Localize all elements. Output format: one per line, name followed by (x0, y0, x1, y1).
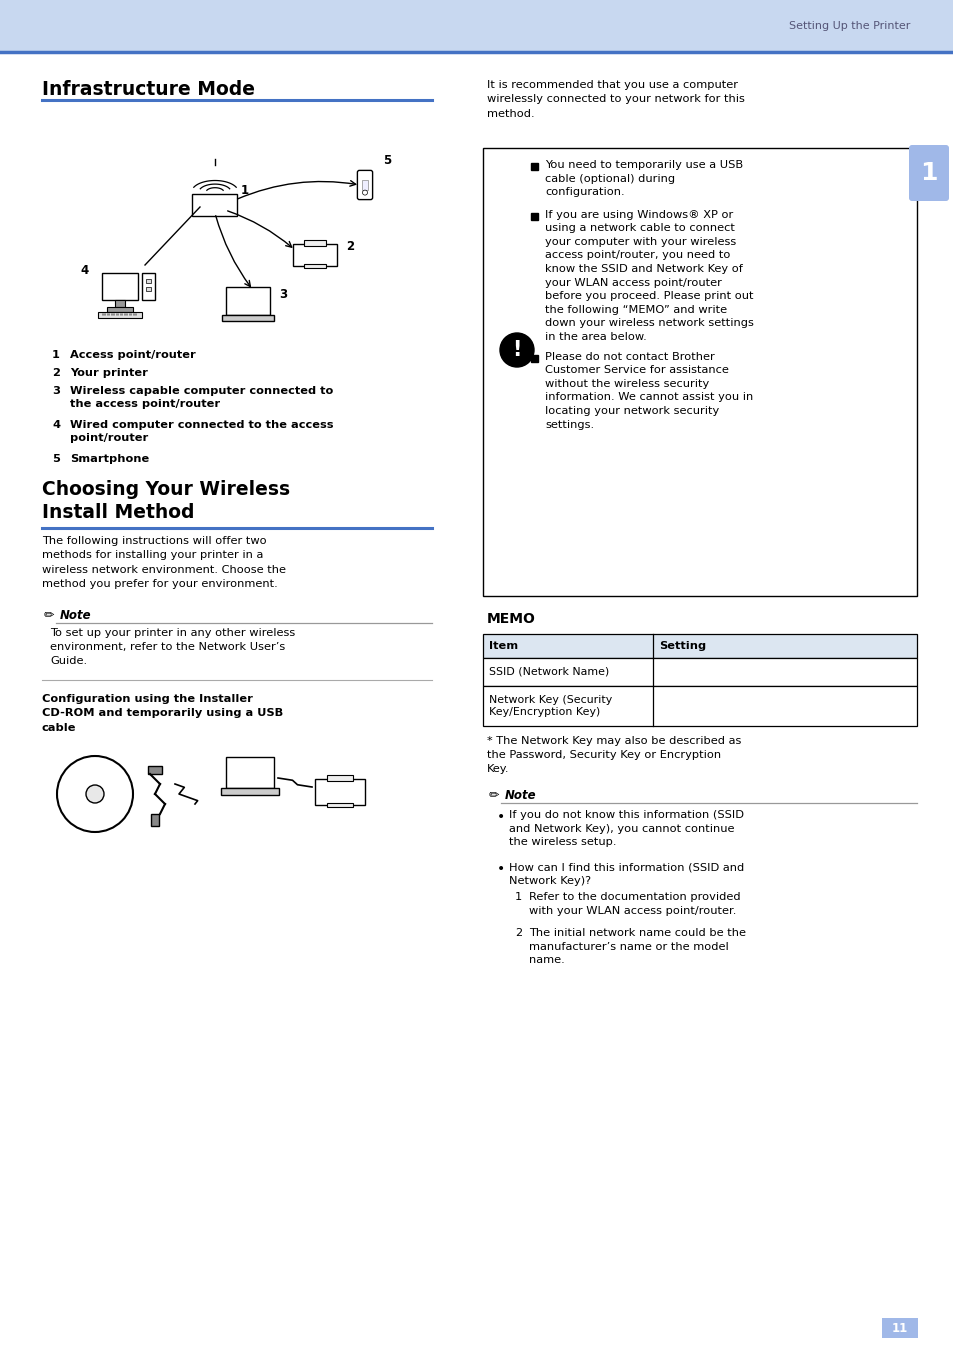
Text: If you do not know this information (SSID
and Network Key), you cannot continue
: If you do not know this information (SSI… (509, 810, 743, 848)
Text: ✏: ✏ (489, 788, 499, 802)
Circle shape (57, 756, 132, 832)
Bar (193, 194, 237, 216)
Bar (314, 779, 365, 805)
Text: The following instructions will offer two
methods for installing your printer in: The following instructions will offer tw… (42, 536, 286, 589)
Bar (148, 765, 162, 774)
Circle shape (499, 333, 534, 367)
Bar (531, 163, 537, 170)
Bar (114, 300, 125, 308)
Text: * The Network Key may also be described as
the Password, Security Key or Encrypt: * The Network Key may also be described … (486, 736, 740, 774)
Text: 2: 2 (515, 927, 521, 938)
Text: Please do not contact Brother
Customer Service for assistance
without the wirele: Please do not contact Brother Customer S… (544, 351, 753, 429)
Text: 1: 1 (920, 161, 937, 185)
Text: Note: Note (504, 788, 536, 802)
Bar (531, 355, 537, 362)
Text: Your printer: Your printer (70, 369, 148, 378)
Bar (108, 308, 132, 312)
Text: 1: 1 (52, 350, 60, 360)
Text: Configuration using the Installer
CD-ROM and temporarily using a USB
cable: Configuration using the Installer CD-ROM… (42, 694, 283, 733)
Text: 2: 2 (346, 240, 354, 254)
Text: Choosing Your Wireless
Install Method: Choosing Your Wireless Install Method (42, 481, 290, 522)
Text: Wired computer connected to the access
point/router: Wired computer connected to the access p… (70, 420, 334, 443)
Text: Note: Note (60, 609, 91, 622)
Bar (146, 288, 151, 292)
Text: 11: 11 (891, 1322, 907, 1335)
Bar (222, 315, 274, 321)
Text: 2: 2 (52, 369, 60, 378)
Bar (142, 273, 154, 300)
Bar (482, 634, 916, 657)
Text: Network Key (Security
Key/Encryption Key): Network Key (Security Key/Encryption Key… (489, 695, 612, 717)
Bar (482, 657, 916, 686)
Text: Access point/router: Access point/router (70, 350, 195, 360)
Circle shape (86, 784, 104, 803)
Text: 4: 4 (81, 263, 89, 277)
Text: Refer to the documentation provided
with your WLAN access point/router.: Refer to the documentation provided with… (529, 892, 740, 915)
Bar (151, 814, 159, 826)
Text: •: • (497, 810, 505, 824)
Bar (482, 686, 916, 726)
Text: !: ! (512, 340, 521, 360)
Bar (362, 181, 367, 189)
Text: You need to temporarily use a USB
cable (optional) during
configuration.: You need to temporarily use a USB cable … (544, 161, 742, 197)
Bar (327, 803, 353, 806)
Bar (303, 265, 326, 269)
Text: Setting: Setting (659, 641, 705, 651)
Text: 3: 3 (52, 386, 60, 396)
Text: 5: 5 (52, 454, 60, 464)
Text: How can I find this information (SSID and
Network Key)?: How can I find this information (SSID an… (509, 863, 743, 886)
Text: Wireless capable computer connected to
the access point/router: Wireless capable computer connected to t… (70, 386, 333, 409)
Bar (226, 288, 270, 315)
Bar (482, 148, 916, 595)
Text: 4: 4 (52, 420, 60, 431)
Bar (146, 279, 151, 284)
Bar (98, 312, 141, 319)
Text: It is recommended that you use a computer
wirelessly connected to your network f: It is recommended that you use a compute… (486, 80, 744, 119)
Bar (293, 244, 337, 266)
FancyBboxPatch shape (357, 170, 373, 200)
Text: Item: Item (489, 641, 517, 651)
Text: •: • (497, 863, 505, 876)
Text: Smartphone: Smartphone (70, 454, 149, 464)
Circle shape (362, 190, 367, 196)
Text: Infrastructure Mode: Infrastructure Mode (42, 80, 254, 99)
Text: 3: 3 (278, 289, 287, 301)
Text: 5: 5 (382, 154, 391, 166)
Text: To set up your printer in any other wireless
environment, refer to the Network U: To set up your printer in any other wire… (50, 628, 294, 666)
Text: SSID (Network Name): SSID (Network Name) (489, 667, 609, 676)
Text: ✏: ✏ (44, 609, 54, 622)
Bar (226, 757, 274, 788)
Bar (102, 273, 138, 300)
Bar (882, 1318, 917, 1338)
Bar (303, 240, 326, 246)
Bar (531, 212, 537, 220)
Bar (221, 788, 278, 795)
FancyBboxPatch shape (908, 144, 948, 201)
Text: Setting Up the Printer: Setting Up the Printer (788, 22, 909, 31)
Text: The initial network name could be the
manufacturer’s name or the model
name.: The initial network name could be the ma… (529, 927, 745, 965)
Bar (0, 0, 953, 53)
Text: If you are using Windows® XP or
using a network cable to connect
your computer w: If you are using Windows® XP or using a … (544, 209, 753, 342)
Text: 1: 1 (241, 184, 249, 197)
Text: MEMO: MEMO (486, 612, 536, 626)
Text: 1: 1 (515, 892, 521, 902)
Bar (327, 775, 353, 782)
